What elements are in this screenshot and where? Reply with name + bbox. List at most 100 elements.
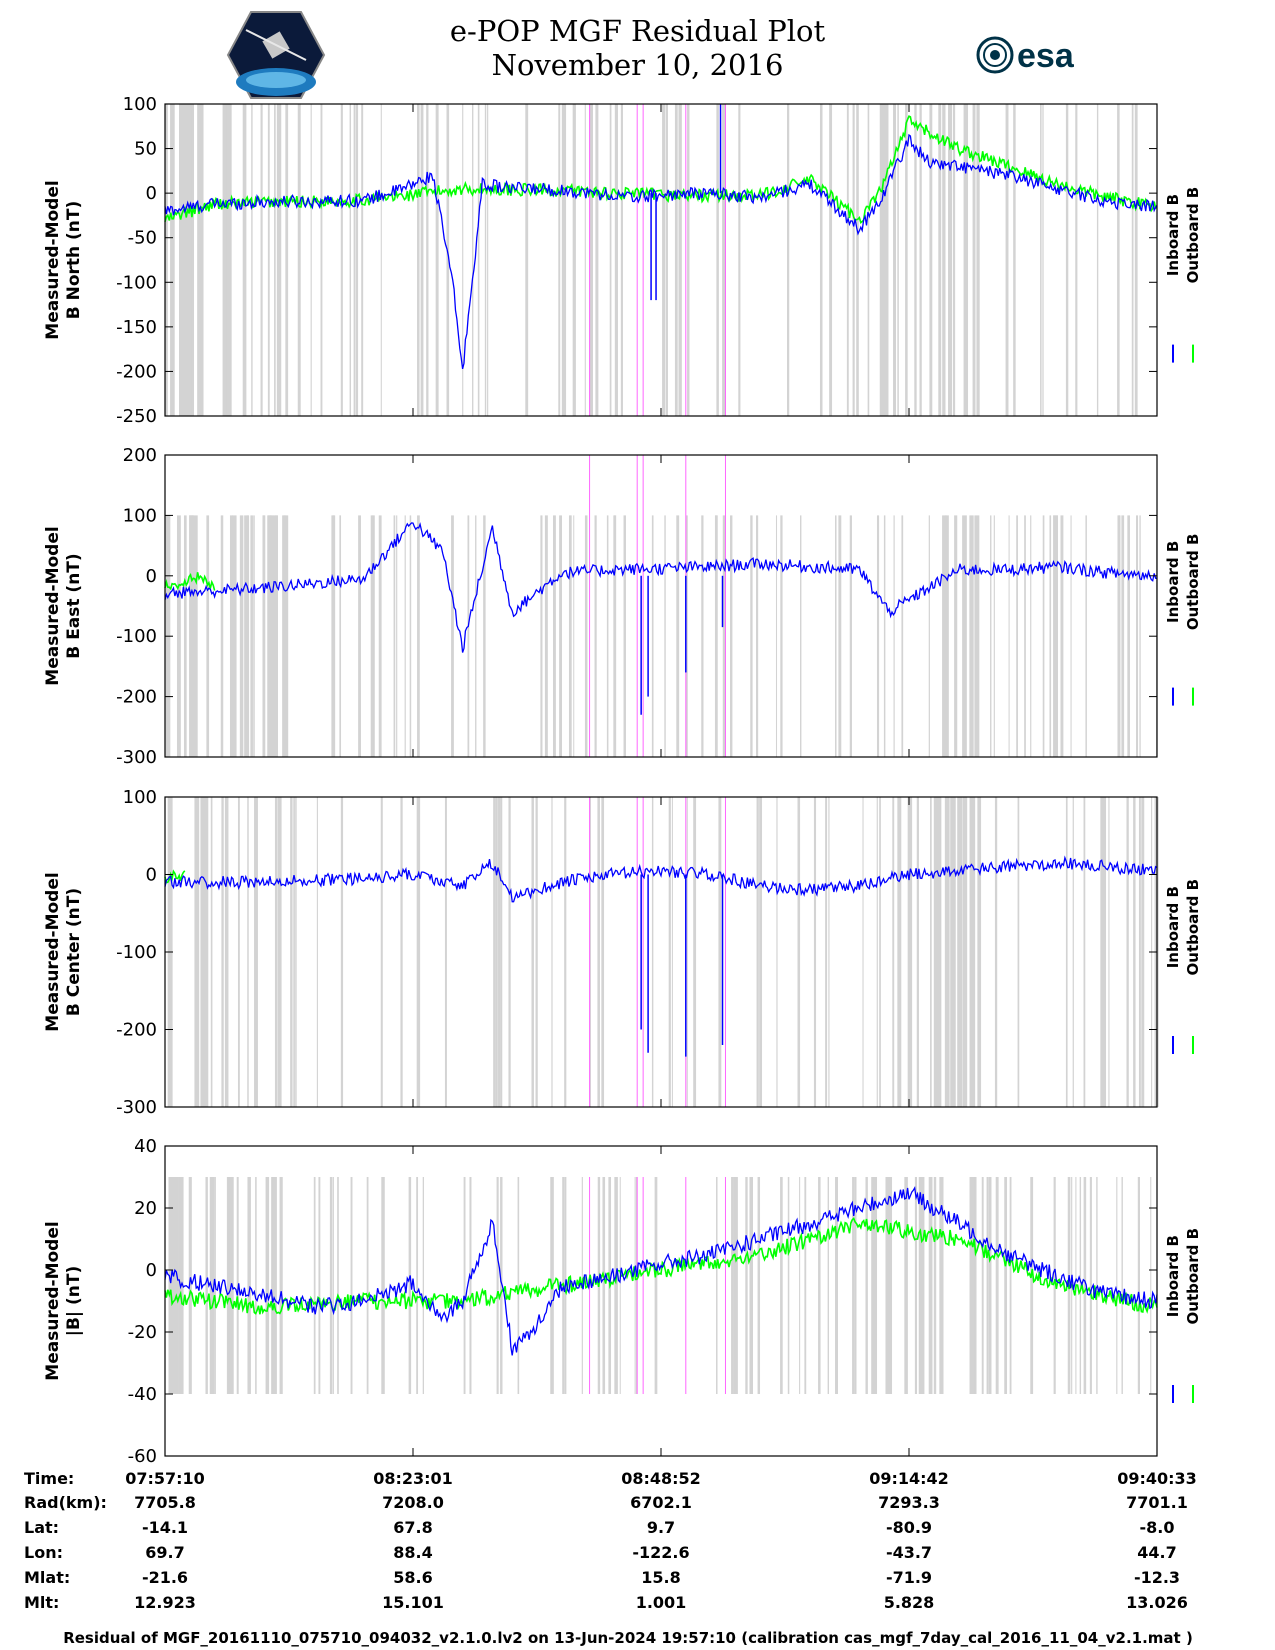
y-tick-label: 0 bbox=[146, 566, 157, 587]
gap-bar bbox=[722, 515, 726, 757]
gap-bar bbox=[203, 797, 207, 1107]
gap-bar bbox=[267, 515, 272, 757]
info-cell: 12.923 bbox=[134, 1593, 196, 1612]
page-title: e-POP MGF Residual Plot bbox=[449, 14, 826, 48]
gap-bar bbox=[897, 797, 902, 1107]
gap-bar bbox=[570, 515, 572, 757]
gap-bar bbox=[544, 515, 548, 757]
gap-bar bbox=[1040, 104, 1042, 416]
gap-bar bbox=[937, 797, 939, 1107]
gap-bar bbox=[418, 797, 421, 1107]
gap-bar bbox=[1139, 515, 1141, 757]
gap-bar bbox=[997, 1177, 999, 1394]
info-cell: 7705.8 bbox=[134, 1493, 196, 1512]
gap-bar bbox=[340, 104, 343, 416]
gap-bar bbox=[378, 515, 382, 757]
gap-bar bbox=[573, 515, 575, 757]
gap-bar bbox=[1117, 104, 1120, 416]
gap-bar bbox=[950, 797, 954, 1107]
gap-bar bbox=[1016, 515, 1018, 757]
gap-bar bbox=[888, 1177, 892, 1394]
gap-bar bbox=[963, 104, 969, 416]
gap-bar bbox=[1079, 1177, 1082, 1394]
gap-bar bbox=[1083, 1177, 1087, 1394]
gap-bar bbox=[400, 797, 403, 1107]
gap-bar bbox=[751, 1177, 753, 1394]
gap-bar bbox=[349, 104, 352, 416]
gap-bar bbox=[277, 797, 280, 1107]
gap-bar bbox=[262, 515, 265, 757]
y-tick-label: 0 bbox=[146, 183, 157, 204]
gap-bar bbox=[242, 104, 247, 416]
gap-bar bbox=[500, 797, 503, 1107]
gap-bar bbox=[671, 797, 673, 1107]
gap-bar bbox=[540, 515, 543, 757]
gap-bar bbox=[928, 515, 930, 757]
y-tick-label: 0 bbox=[146, 865, 157, 886]
gap-bar bbox=[190, 104, 195, 416]
info-cell: 07:57:10 bbox=[125, 1469, 205, 1488]
gap-bar bbox=[800, 515, 802, 757]
gap-bar bbox=[274, 515, 278, 757]
info-cell: -71.9 bbox=[886, 1568, 932, 1587]
info-cell: 6702.1 bbox=[630, 1493, 692, 1512]
gap-bar bbox=[797, 797, 801, 1107]
gap-bar bbox=[756, 797, 759, 1107]
gap-bar bbox=[176, 515, 181, 757]
gap-bar bbox=[780, 1177, 783, 1394]
inboard-series-line bbox=[164, 855, 1158, 903]
gap-bar bbox=[229, 515, 234, 757]
gap-bar bbox=[634, 1177, 636, 1394]
gap-bar bbox=[962, 797, 968, 1107]
gap-bar bbox=[606, 515, 609, 757]
gap-bar bbox=[205, 797, 209, 1107]
gap-bar bbox=[944, 797, 950, 1107]
gap-bar bbox=[496, 1177, 499, 1394]
gap-bar bbox=[1053, 515, 1056, 757]
info-cell: 44.7 bbox=[1137, 1543, 1176, 1562]
gap-bar bbox=[750, 515, 753, 757]
gap-bar bbox=[332, 1177, 334, 1394]
info-cell: 1.001 bbox=[636, 1593, 687, 1612]
gap-bar bbox=[879, 797, 881, 1107]
legend-outboard-label: Outboard B bbox=[1184, 879, 1202, 976]
gap-bar bbox=[171, 1177, 174, 1394]
gap-bar bbox=[210, 797, 213, 1107]
gap-bar bbox=[884, 104, 889, 416]
title-block: e-POP MGF Residual Plot November 10, 201… bbox=[0, 14, 1275, 82]
gap-bar bbox=[731, 1177, 734, 1394]
cassiope-logo bbox=[226, 11, 326, 99]
gap-bar bbox=[168, 1177, 173, 1394]
y-tick-label: -50 bbox=[128, 228, 157, 249]
gap-bar bbox=[1121, 515, 1125, 757]
gap-bar bbox=[1055, 515, 1058, 757]
gap-bar bbox=[237, 797, 240, 1107]
gap-bar bbox=[446, 104, 450, 416]
gap-bar bbox=[871, 1177, 874, 1394]
gap-bar bbox=[462, 104, 464, 416]
gap-bar bbox=[835, 515, 837, 757]
info-cell: -14.1 bbox=[142, 1518, 188, 1537]
gap-bar bbox=[714, 515, 718, 757]
gap-bar bbox=[224, 797, 229, 1107]
gap-bar bbox=[879, 104, 884, 416]
gap-bar bbox=[250, 515, 253, 757]
y-tick-label: -100 bbox=[116, 942, 157, 963]
gap-bar bbox=[1085, 515, 1087, 757]
gap-bar bbox=[589, 797, 591, 1107]
gap-bar bbox=[194, 797, 200, 1107]
gap-bar bbox=[1126, 797, 1129, 1107]
gap-bar bbox=[971, 797, 976, 1107]
gap-bar bbox=[722, 104, 725, 416]
gap-bar bbox=[561, 104, 564, 416]
panel-4: 40 20 0 -20 -40 -60 Measured-Model|B| (nT) Inbo… bbox=[43, 1136, 1202, 1467]
gap-bar bbox=[1065, 104, 1068, 416]
gap-bar bbox=[730, 515, 733, 757]
gap-bar bbox=[846, 104, 849, 416]
gap-bar bbox=[310, 104, 312, 416]
gap-bar bbox=[340, 797, 344, 1107]
legend: Inboard B Outboard B bbox=[1164, 534, 1202, 706]
gap-bar bbox=[674, 104, 678, 416]
info-cell: 69.7 bbox=[145, 1543, 184, 1562]
